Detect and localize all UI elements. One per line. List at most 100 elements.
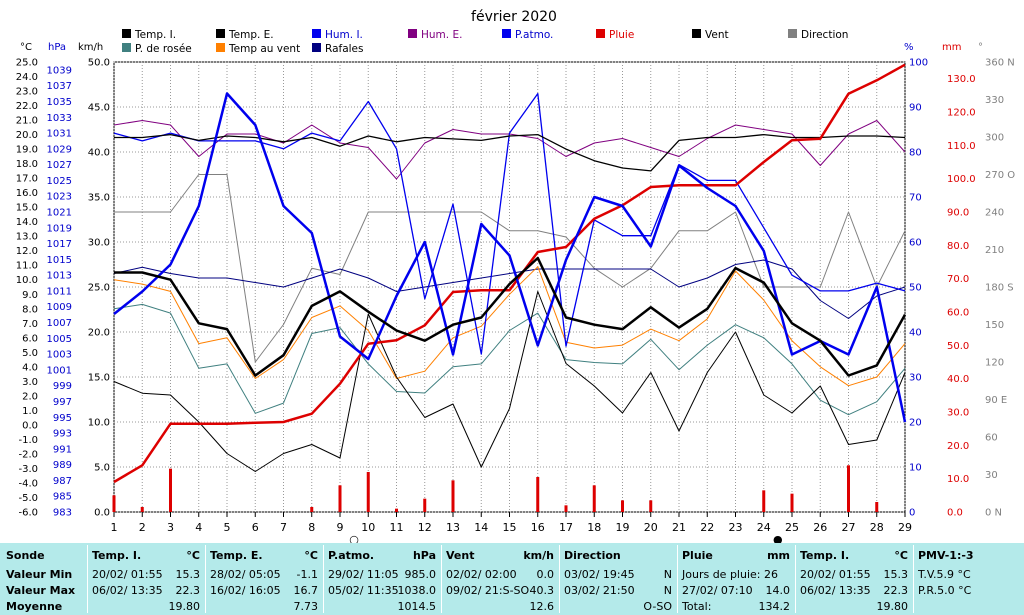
stats-date: 20/02/ 01:55 <box>92 568 163 581</box>
temp-tick-label: 24.0 <box>16 72 38 83</box>
stats-date: 20/02/ 01:55 <box>800 568 871 581</box>
pressure-tick-label: 1013 <box>47 271 72 282</box>
pressure-tick-label: 991 <box>53 444 72 455</box>
legend-swatch <box>408 29 417 38</box>
moon-phase-icon: ○ <box>349 533 359 543</box>
x-tick-label: 17 <box>559 521 573 534</box>
statistics-panel: Sonde Valeur Min Valeur Max Moyenne Temp. I.… <box>0 543 1024 615</box>
temp-tick-label: -5.0 <box>18 493 38 504</box>
stats-value: 22.3 <box>175 584 201 597</box>
wind-tick-label: 20.0 <box>88 328 110 339</box>
pressure-tick-label: 997 <box>53 397 72 408</box>
rain-tick-label: 90.0 <box>947 208 969 219</box>
direction-tick-label: 210 <box>985 245 1004 256</box>
humidity-tick-label: 0 <box>909 508 915 519</box>
x-tick-label: 18 <box>587 521 601 534</box>
pressure-tick-label: 987 <box>53 476 72 487</box>
stats-value: 1038.0 <box>397 584 437 597</box>
x-tick-label: 10 <box>361 521 375 534</box>
pressure-tick-label: 1025 <box>47 176 72 187</box>
temp-tick-label: 7.0 <box>22 319 38 330</box>
humidity-tick-label: 60 <box>909 238 922 249</box>
x-tick-label: 12 <box>418 521 432 534</box>
temp-tick-label: 20.0 <box>16 130 38 141</box>
temp-tick-label: -2.0 <box>18 449 38 460</box>
temp-tick-label: 14.0 <box>16 217 38 228</box>
series-line-temp-i- <box>114 133 906 172</box>
legend-swatch <box>216 29 225 38</box>
legend-label: P. de rosée <box>135 43 192 55</box>
stats-column: Temp. I. °C 20/02/ 01:55 15.3 06/02/ 13:35 22… <box>800 543 912 615</box>
legend-swatch <box>312 29 321 38</box>
x-tick-label: 27 <box>842 521 856 534</box>
temp-tick-label: 8.0 <box>22 304 38 315</box>
pressure-tick-label: 1027 <box>47 160 72 171</box>
temp-tick-label: -4.0 <box>18 478 38 489</box>
humidity-tick-label: 40 <box>909 328 922 339</box>
stats-column: Temp. E. °C 28/02/ 05:05 -1.1 16/02/ 16:05 16… <box>210 543 322 615</box>
pressure-tick-label: 995 <box>53 413 72 424</box>
pressure-tick-label: 1029 <box>47 144 72 155</box>
axis-unit-labels: °C hPa km/h % mm ° <box>20 42 983 53</box>
series-line-rafales <box>113 259 906 319</box>
x-tick-label: 9 <box>337 521 344 534</box>
x-tick-label: 22 <box>700 521 714 534</box>
legend-swatch <box>312 43 321 52</box>
legend-label: Vent <box>705 29 729 41</box>
temp-tick-label: 2.0 <box>22 391 38 402</box>
direction-tick-label: 0 N <box>985 508 1002 519</box>
x-tick-label: 6 <box>252 521 259 534</box>
stats-date: P.R.5.0 °C <box>918 584 972 597</box>
pressure-tick-label: 1017 <box>47 239 72 250</box>
rain-bar <box>592 485 596 512</box>
humidity-tick-label: 10 <box>909 463 922 474</box>
stats-value: 12.6 <box>529 600 555 613</box>
x-tick-label: 29 <box>898 521 912 534</box>
legend-swatch <box>788 29 797 38</box>
pressure-tick-label: 1003 <box>47 350 72 361</box>
wind-tick-label: 5.0 <box>94 463 110 474</box>
pressure-tick-label: 1019 <box>47 223 72 234</box>
stats-separator <box>87 545 88 613</box>
stats-separator <box>913 545 914 613</box>
rain-tick-label: 50.0 <box>947 341 969 352</box>
x-tick-label: 11 <box>390 521 404 534</box>
stats-separator <box>323 545 324 613</box>
stats-date: 16/02/ 16:05 <box>210 584 281 597</box>
stats-value: 14.0 <box>765 584 791 597</box>
stats-column: Direction 03/02/ 19:45 N 03/02/ 21:50 N O-SO <box>564 543 676 615</box>
rain-tick-label: 120.0 <box>947 108 976 119</box>
stats-date: Jours de pluie: 26 <box>682 568 778 581</box>
stats-date: 09/02/ 21:S-SO <box>446 584 530 597</box>
stats-value: 22.3 <box>883 584 909 597</box>
direction-tick-label: 150 <box>985 320 1004 331</box>
series-line-p-de-ros-e <box>113 303 906 416</box>
daily-rain-bars <box>112 465 879 512</box>
temp-tick-label: 6.0 <box>22 333 38 344</box>
stats-date: 03/02/ 21:50 <box>564 584 635 597</box>
stats-value: 985.0 <box>404 568 437 581</box>
stats-header: PMV-1:-3 <box>918 549 974 562</box>
temp-tick-label: 16.0 <box>16 188 38 199</box>
temp-tick-label: 22.0 <box>16 101 38 112</box>
moon-phase-icon: ● <box>773 533 783 543</box>
temp-tick-label: 1.0 <box>22 406 38 417</box>
stats-header: Temp. E. <box>210 549 263 562</box>
stats-date: 06/02/ 13:35 <box>800 584 871 597</box>
rain-bar <box>875 502 879 512</box>
stats-unit: °C <box>894 549 908 562</box>
humidity-tick-label: 70 <box>909 193 922 204</box>
x-axis: 1 2 3 4 5 6 7 8 9 10 11 12 13 14 15 16 17 18 19 20 21 22 23 24 2… <box>111 512 912 534</box>
weather-chart: février 2020 Temp. I. Temp. E. Hum. I. Hum.… <box>16 9 1016 543</box>
legend-label: Rafales <box>325 43 363 55</box>
x-tick-label: 8 <box>308 521 315 534</box>
humidity-tick-label: 50 <box>909 283 922 294</box>
pressure-tick-label: 1023 <box>47 192 72 203</box>
stats-value: 0.0 <box>536 568 555 581</box>
wind-tick-label: 0.0 <box>94 508 110 519</box>
rain-bar <box>140 507 144 512</box>
dir-unit-label: ° <box>978 42 983 53</box>
temp-unit-label: °C <box>20 42 32 53</box>
humidity-tick-label: 30 <box>909 373 922 384</box>
rain-unit-label: mm <box>942 42 961 53</box>
